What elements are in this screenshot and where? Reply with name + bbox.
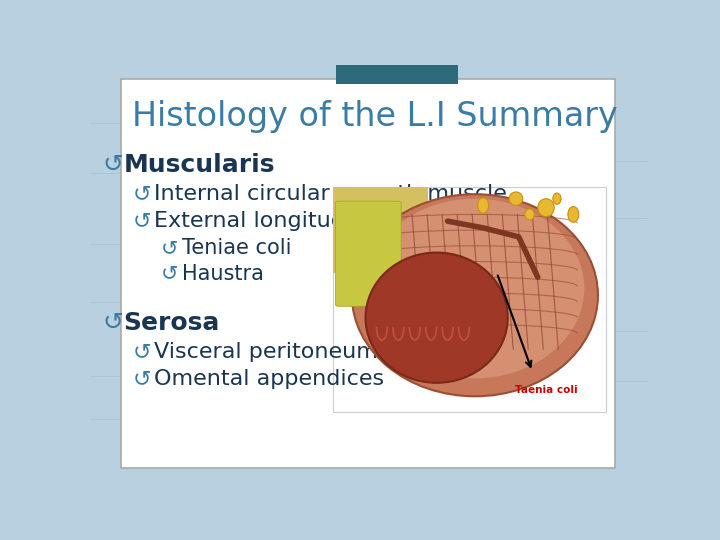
Ellipse shape (352, 194, 598, 396)
Text: Taenia coli: Taenia coli (515, 384, 577, 395)
Text: ↺: ↺ (102, 310, 123, 335)
Text: ↺: ↺ (133, 184, 152, 204)
Ellipse shape (568, 206, 579, 222)
Text: ↺: ↺ (161, 264, 179, 284)
Text: Serosa: Serosa (124, 310, 220, 335)
Text: ↺: ↺ (161, 238, 179, 258)
Text: External longitudinal muscle: External longitudinal muscle (154, 211, 472, 231)
Ellipse shape (525, 209, 534, 220)
Ellipse shape (366, 253, 508, 383)
FancyBboxPatch shape (333, 187, 606, 412)
Text: ↺: ↺ (102, 153, 123, 177)
FancyBboxPatch shape (333, 187, 428, 273)
Ellipse shape (477, 198, 489, 213)
Text: Visceral peritoneum: Visceral peritoneum (154, 342, 378, 362)
Ellipse shape (509, 192, 523, 205)
Text: Internal circular smooth muscle: Internal circular smooth muscle (154, 184, 507, 204)
FancyBboxPatch shape (121, 79, 615, 468)
Text: Histology of the L.I Summary: Histology of the L.I Summary (132, 100, 618, 133)
Ellipse shape (538, 199, 554, 217)
FancyBboxPatch shape (336, 201, 401, 306)
Text: Omental appendices: Omental appendices (154, 369, 384, 389)
Text: Haustra: Haustra (182, 264, 264, 284)
Text: ↺: ↺ (133, 369, 152, 389)
Ellipse shape (553, 193, 561, 204)
Text: Teniae coli: Teniae coli (182, 238, 292, 258)
Text: ↺: ↺ (133, 211, 152, 231)
FancyBboxPatch shape (336, 58, 459, 84)
Text: ↺: ↺ (133, 342, 152, 362)
Ellipse shape (366, 199, 584, 379)
Text: Muscularis: Muscularis (124, 153, 275, 177)
